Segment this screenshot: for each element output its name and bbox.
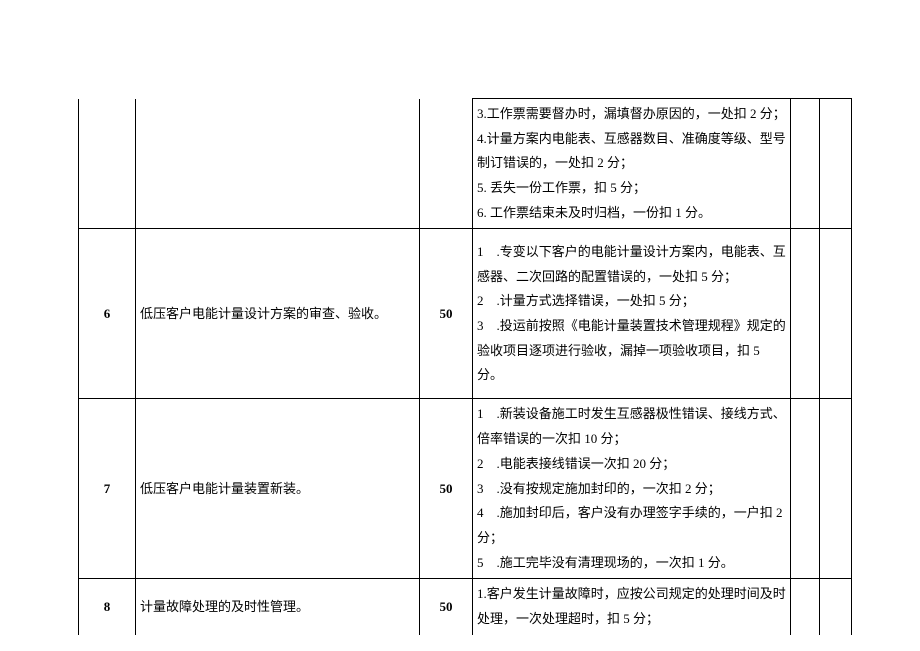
cell-score: 50 xyxy=(420,399,473,579)
cell-num: 8 xyxy=(79,579,136,635)
cell-num xyxy=(79,99,136,229)
cell-criteria: 3.工作票需要督办时，漏填督办原因的，一处扣 2 分；4.计量方案内电能表、互感… xyxy=(473,99,791,229)
cell-blank xyxy=(791,99,820,229)
cell-desc: 计量故障处理的及时性管理。 xyxy=(136,579,420,635)
cell-criteria: 1 .新装设备施工时发生互感器极性错误、接线方式、倍率错误的一次扣 10 分；2… xyxy=(473,399,791,579)
cell-score: 50 xyxy=(420,579,473,635)
table-row: 7 低压客户电能计量装置新装。 50 1 .新装设备施工时发生互感器极性错误、接… xyxy=(79,399,852,579)
cell-blank xyxy=(791,579,820,635)
cell-blank xyxy=(820,399,852,579)
cell-blank xyxy=(820,579,852,635)
table-row: 6 低压客户电能计量设计方案的审查、验收。 50 1 .专变以下客户的电能计量设… xyxy=(79,229,852,399)
cell-score xyxy=(420,99,473,229)
table-row: 3.工作票需要督办时，漏填督办原因的，一处扣 2 分；4.计量方案内电能表、互感… xyxy=(79,99,852,229)
cell-num: 7 xyxy=(79,399,136,579)
cell-blank xyxy=(820,99,852,229)
cell-blank xyxy=(820,229,852,399)
cell-desc: 低压客户电能计量装置新装。 xyxy=(136,399,420,579)
table-row: 8 计量故障处理的及时性管理。 50 1.客户发生计量故障时，应按公司规定的处理… xyxy=(79,579,852,635)
cell-blank xyxy=(791,399,820,579)
cell-score: 50 xyxy=(420,229,473,399)
cell-blank xyxy=(791,229,820,399)
cell-criteria: 1.客户发生计量故障时，应按公司规定的处理时间及时处理，一次处理超时，扣 5 分… xyxy=(473,579,791,635)
cell-num: 6 xyxy=(79,229,136,399)
cell-criteria: 1 .专变以下客户的电能计量设计方案内，电能表、互感器、二次回路的配置错误的，一… xyxy=(473,229,791,399)
assessment-table: 3.工作票需要督办时，漏填督办原因的，一处扣 2 分；4.计量方案内电能表、互感… xyxy=(78,98,852,635)
cell-desc xyxy=(136,99,420,229)
cell-desc: 低压客户电能计量设计方案的审查、验收。 xyxy=(136,229,420,399)
